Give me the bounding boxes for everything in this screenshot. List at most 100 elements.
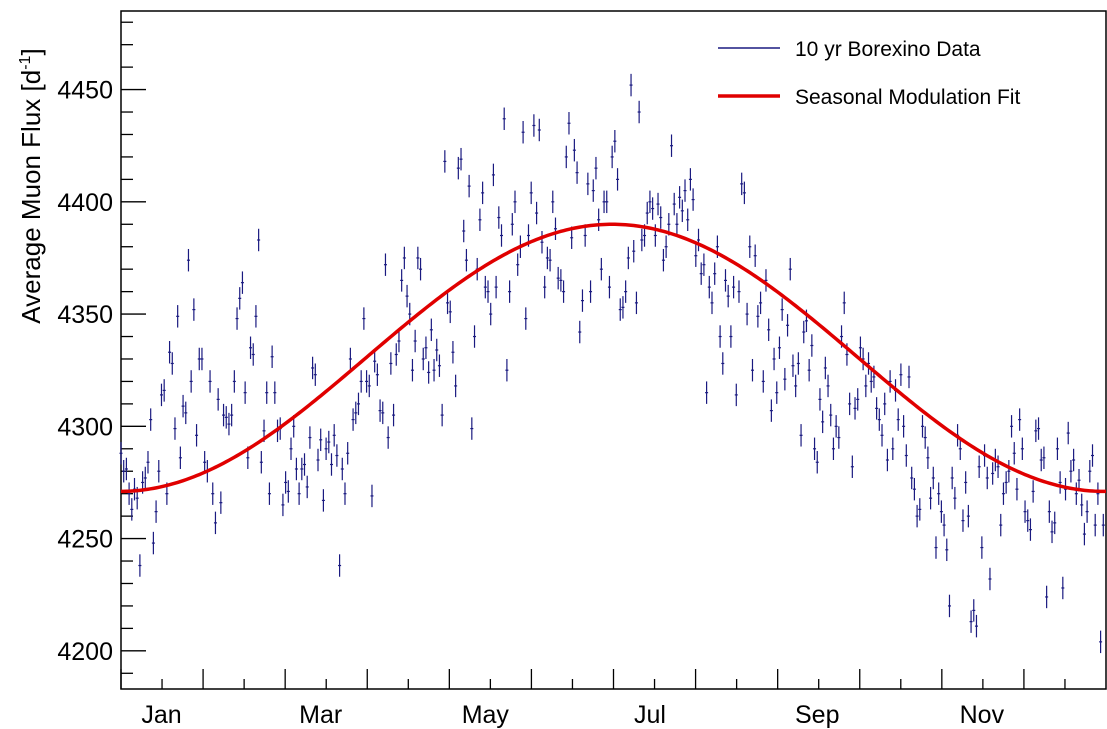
data-point [332,424,336,447]
data-point [462,219,466,243]
data-point [1080,493,1084,517]
data-point [697,228,701,252]
data-point [400,269,404,292]
data-point [173,417,177,440]
data-point [1058,471,1062,494]
data-point [969,610,973,633]
data-point [856,388,860,411]
y-axis-title-space [16,91,46,98]
data-point [281,493,285,517]
data-point [883,392,887,416]
data-point [580,289,584,312]
data-point [297,482,301,505]
data-point [351,408,355,431]
y-tick-label: 4400 [57,189,113,217]
data-point [678,186,682,209]
data-point [243,381,247,404]
data-point [545,246,549,270]
data-point [564,145,568,169]
data-point [416,246,420,270]
data-point [821,410,825,434]
data-point [327,430,331,454]
data-point [1061,576,1065,600]
data-point [459,147,463,171]
data-point [240,271,244,294]
data-point [740,172,744,196]
data-point [791,354,795,377]
data-point [222,403,226,427]
data-point [535,201,539,225]
data-point [753,244,757,267]
data-point [656,192,660,216]
data-point [1023,500,1027,523]
data-point [988,567,992,591]
data-point [230,403,234,427]
y-tick-label: 4200 [57,638,113,666]
data-point [316,448,320,472]
data-point [154,500,158,523]
data-point [394,343,398,366]
data-point [456,156,460,180]
data-point [850,455,854,478]
data-point [419,257,423,281]
data-point [823,356,827,380]
data-point [294,457,298,481]
y-axis-unit-exponent: -1 [17,55,34,69]
data-point [907,365,911,389]
data-point [481,181,485,205]
data-point [594,156,598,180]
data-point [1093,513,1097,537]
data-point [284,471,288,494]
data-point [446,291,450,315]
y-axis-unit-close: ] [16,48,46,55]
data-point [605,190,609,214]
data-point [947,594,951,618]
data-point [421,347,425,371]
x-tick-label: May [462,701,510,729]
data-point [464,248,468,272]
data-point [1007,460,1011,483]
data-point [761,370,765,393]
data-point [931,466,935,490]
data-point [313,363,317,386]
data-point [1101,513,1105,537]
y-tick-label: 4350 [57,301,113,329]
data-point [891,437,895,461]
data-point [189,370,193,393]
data-point [203,451,207,474]
data-point [985,466,989,490]
data-point [319,428,323,452]
data-point [365,370,369,393]
data-point [559,269,563,292]
data-point [829,403,833,427]
data-point [1053,511,1057,535]
data-point [410,358,414,382]
data-point [915,504,919,528]
data-point [705,381,709,404]
data-point [335,444,339,467]
data-point [748,235,752,258]
data-point [176,305,180,328]
data-point [486,280,490,303]
data-point [659,206,663,229]
data-point [146,451,150,474]
data-point [729,325,733,348]
data-point [259,451,263,474]
data-point [162,379,166,402]
data-point [467,174,471,198]
data-point [834,415,838,438]
data-point [661,248,665,272]
data-point [877,408,881,431]
data-point [974,614,978,638]
data-point [1042,446,1046,469]
data-point [634,291,638,315]
data-point [632,239,636,263]
data-point [926,446,930,469]
data-point [788,257,792,281]
data-point [1010,415,1014,438]
data-point [910,466,914,490]
data-point [764,269,768,292]
data-point [618,298,622,321]
data-point [831,437,835,461]
data-point [670,134,674,157]
